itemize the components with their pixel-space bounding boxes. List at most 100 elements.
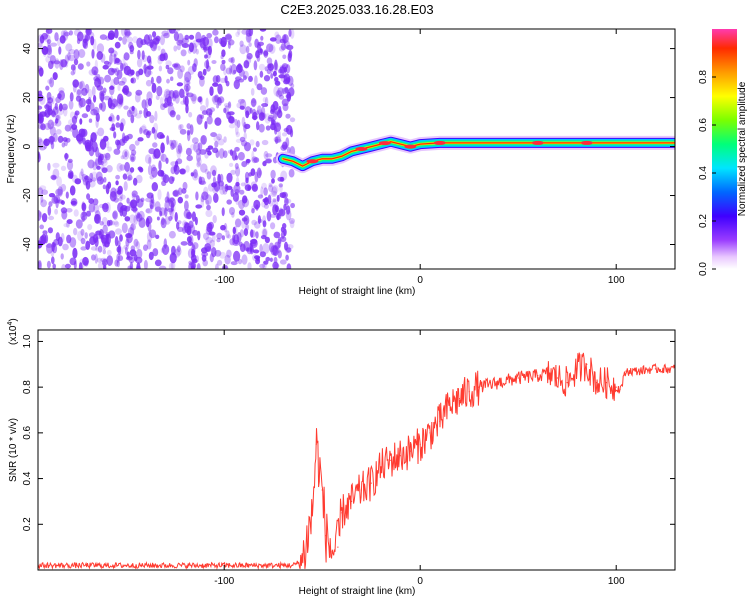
noise-cell bbox=[167, 104, 175, 116]
snr-x-label: Height of straight line (km) bbox=[299, 586, 416, 597]
noise-cell bbox=[221, 207, 225, 217]
noise-cell bbox=[258, 123, 265, 133]
noise-cell bbox=[192, 39, 199, 48]
noise-cell bbox=[46, 44, 52, 56]
noise-cell bbox=[104, 74, 112, 83]
noise-cell bbox=[106, 249, 112, 256]
noise-cell bbox=[127, 265, 133, 269]
noise-cell bbox=[159, 151, 164, 162]
snr-point bbox=[654, 368, 657, 370]
noise-cell bbox=[109, 53, 113, 65]
noise-cell bbox=[71, 124, 78, 130]
noise-cell bbox=[212, 169, 217, 177]
noise-cell bbox=[95, 76, 102, 82]
noise-cell bbox=[99, 230, 105, 240]
noise-cell bbox=[235, 131, 240, 138]
noise-cell bbox=[68, 54, 76, 62]
noise-cell bbox=[170, 110, 176, 115]
noise-cell bbox=[126, 36, 133, 43]
noise-cell bbox=[189, 234, 194, 246]
noise-cell bbox=[156, 75, 162, 84]
noise-cell bbox=[91, 49, 95, 59]
noise-cell bbox=[239, 229, 244, 238]
snr-point bbox=[380, 466, 382, 468]
noise-cell bbox=[80, 168, 84, 177]
noise-cell bbox=[88, 118, 93, 123]
noise-cell bbox=[80, 246, 87, 251]
noise-cell bbox=[154, 110, 158, 122]
noise-cell bbox=[289, 220, 295, 229]
noise-cell bbox=[64, 60, 69, 68]
noise-cell bbox=[63, 106, 68, 117]
noise-cell bbox=[104, 152, 111, 161]
noise-cell bbox=[205, 209, 213, 218]
spectrogram-plot-area bbox=[38, 29, 675, 269]
noise-cell bbox=[124, 135, 130, 142]
noise-cell bbox=[196, 161, 201, 168]
noise-cell bbox=[135, 265, 141, 269]
noise-cell bbox=[117, 102, 121, 107]
noise-cell bbox=[65, 43, 73, 52]
snr-point bbox=[458, 398, 460, 400]
noise-cell bbox=[84, 34, 91, 41]
noise-cell bbox=[129, 143, 136, 152]
noise-cell bbox=[268, 44, 276, 54]
noise-cell bbox=[256, 83, 263, 91]
noise-cell bbox=[63, 31, 70, 37]
noise-cell bbox=[264, 96, 269, 108]
noise-cell bbox=[217, 83, 223, 95]
noise-cell bbox=[253, 249, 260, 254]
noise-cell bbox=[48, 136, 56, 143]
noise-cell bbox=[168, 215, 173, 222]
snr-point bbox=[468, 391, 470, 393]
noise-cell bbox=[149, 114, 155, 124]
noise-cell bbox=[248, 42, 252, 47]
noise-cell bbox=[170, 201, 174, 212]
noise-cell bbox=[172, 140, 179, 148]
noise-cell bbox=[257, 105, 262, 115]
noise-cell bbox=[184, 71, 192, 83]
snr-point bbox=[635, 370, 637, 372]
noise-cell bbox=[230, 261, 238, 266]
noise-cell bbox=[130, 223, 136, 231]
noise-cell bbox=[141, 99, 147, 109]
noise-cell bbox=[60, 59, 68, 68]
noise-cell bbox=[38, 187, 44, 197]
noise-cell bbox=[176, 145, 183, 155]
noise-cell bbox=[159, 134, 165, 139]
noise-cell bbox=[73, 58, 79, 66]
noise-cell bbox=[220, 224, 226, 231]
noise-cell bbox=[198, 176, 206, 185]
noise-cell bbox=[82, 137, 86, 145]
noise-cell bbox=[273, 256, 278, 264]
snr-plot-area bbox=[38, 351, 675, 570]
noise-cell bbox=[47, 79, 53, 84]
noise-cell bbox=[52, 263, 56, 269]
noise-cell bbox=[85, 240, 91, 250]
noise-cell bbox=[197, 142, 203, 151]
noise-cell bbox=[161, 30, 169, 37]
noise-cell bbox=[207, 150, 212, 156]
noise-cell bbox=[99, 103, 103, 111]
noise-cell bbox=[224, 75, 228, 84]
noise-cell bbox=[166, 135, 170, 146]
noise-cell bbox=[76, 89, 83, 99]
noise-cell bbox=[170, 76, 174, 81]
spectrogram-x-ticks: -100 0 100 bbox=[214, 29, 625, 286]
noise-cell bbox=[129, 261, 134, 269]
noise-cell bbox=[119, 96, 124, 106]
noise-cell bbox=[97, 76, 105, 85]
noise-cell bbox=[260, 186, 264, 197]
noise-cell bbox=[87, 159, 95, 169]
noise-cell bbox=[278, 207, 284, 215]
noise-cell bbox=[116, 246, 124, 255]
noise-cell bbox=[39, 224, 44, 230]
noise-cell bbox=[136, 212, 141, 219]
noise-cell bbox=[145, 208, 151, 214]
noise-cell bbox=[116, 162, 123, 172]
noise-cell bbox=[267, 63, 272, 69]
noise-cell bbox=[97, 245, 103, 253]
noise-cell bbox=[173, 31, 179, 42]
noise-cell bbox=[198, 176, 203, 185]
noise-cell bbox=[61, 142, 66, 148]
